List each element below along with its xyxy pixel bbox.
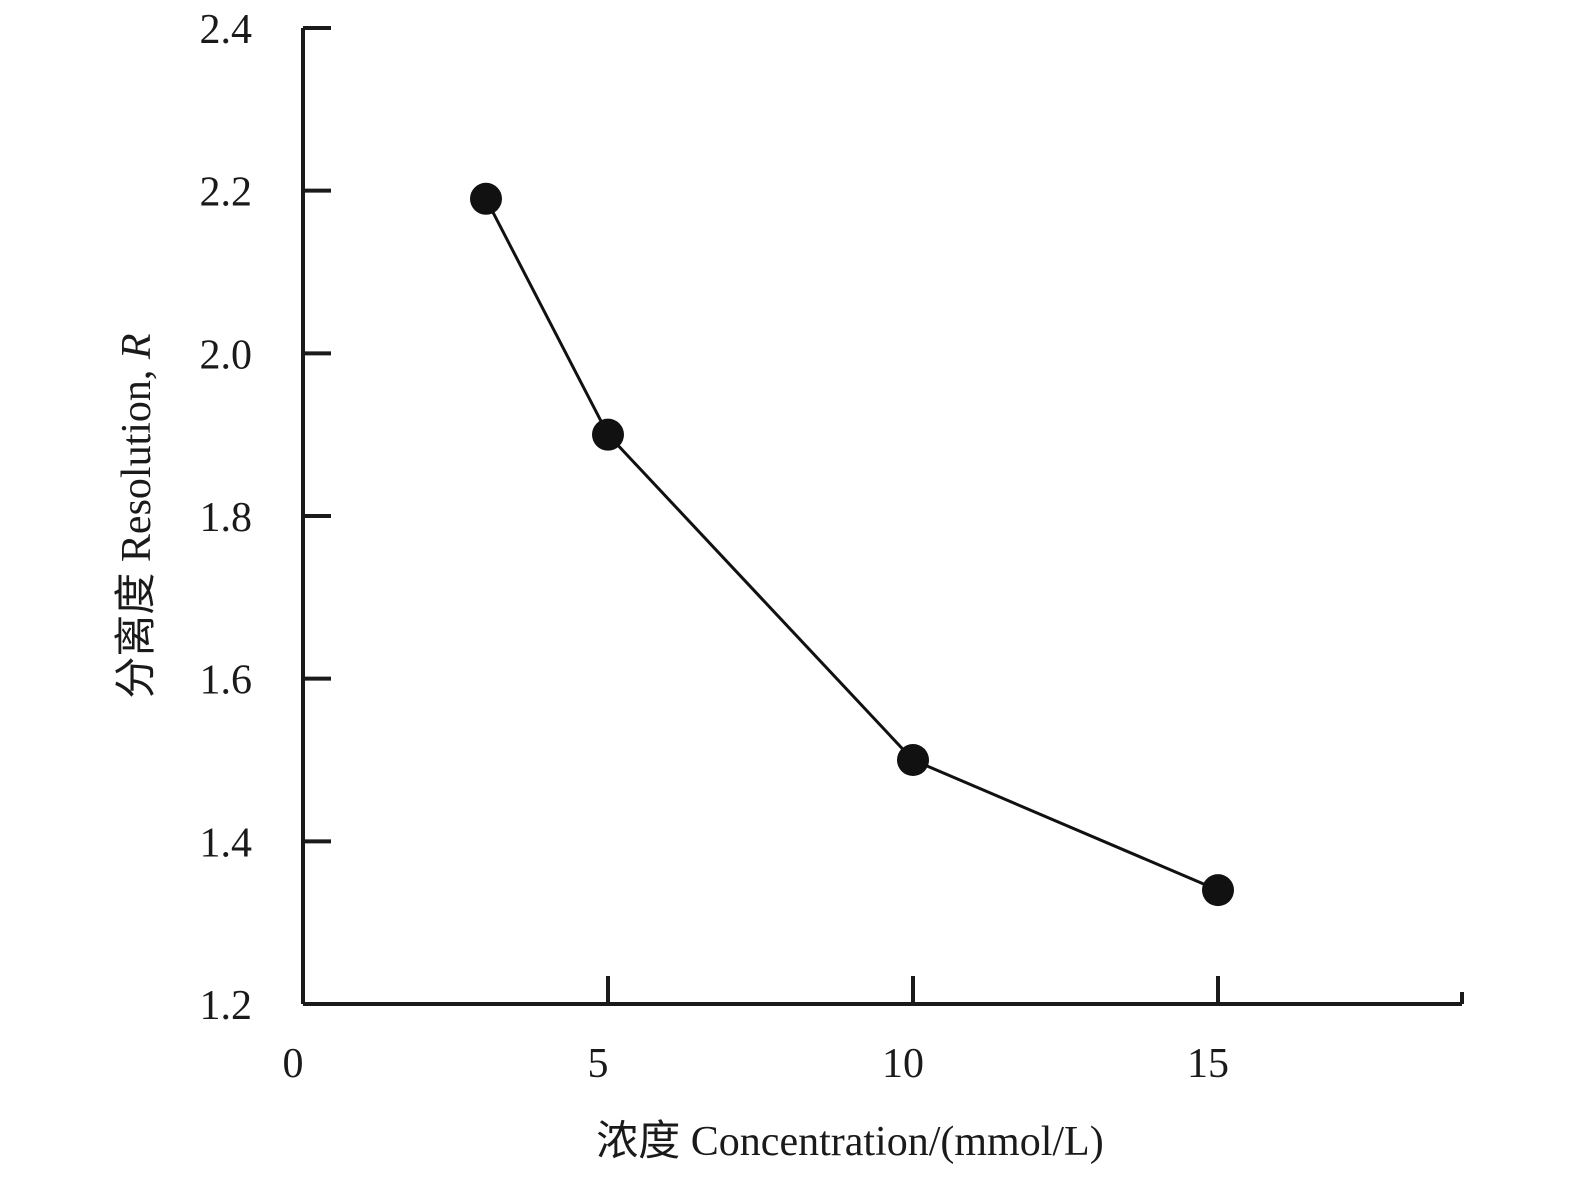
data-point [470,182,502,215]
y-axis-title: 分离度 Resolution, R [113,333,160,698]
y-tick-label: 1.2 [200,983,253,1029]
y-tick-label: 1.6 [200,658,253,704]
y-tick-label: 2.2 [200,170,253,216]
x-tick-label: 5 [588,1041,609,1087]
y-axis-title-text: 分离度 Resolution, [113,359,160,699]
y-tick-label: 2.0 [200,332,253,378]
data-point [592,418,624,451]
y-axis-ticks: 1.2 1.4 1.6 1.8 2.0 2.2 2.4 [200,7,331,1029]
data-point [1202,874,1234,907]
x-tick-label: 10 [882,1041,924,1087]
data-point [897,744,929,776]
y-tick-label: 1.4 [200,820,253,866]
axes [301,28,1464,1006]
y-axis-title-symbol: R [114,333,160,360]
y-tick-label: 1.8 [200,495,253,541]
x-tick-label: 15 [1187,1041,1229,1087]
y-tick-label: 2.4 [200,7,253,53]
x-tick-label: 0 [283,1041,304,1087]
x-axis-ticks: 0 5 10 15 [283,976,1229,1087]
series-line [484,198,1219,892]
x-axis-title: 浓度 Concentration/(mmol/L) [596,1119,1103,1165]
data-series [470,182,1234,907]
